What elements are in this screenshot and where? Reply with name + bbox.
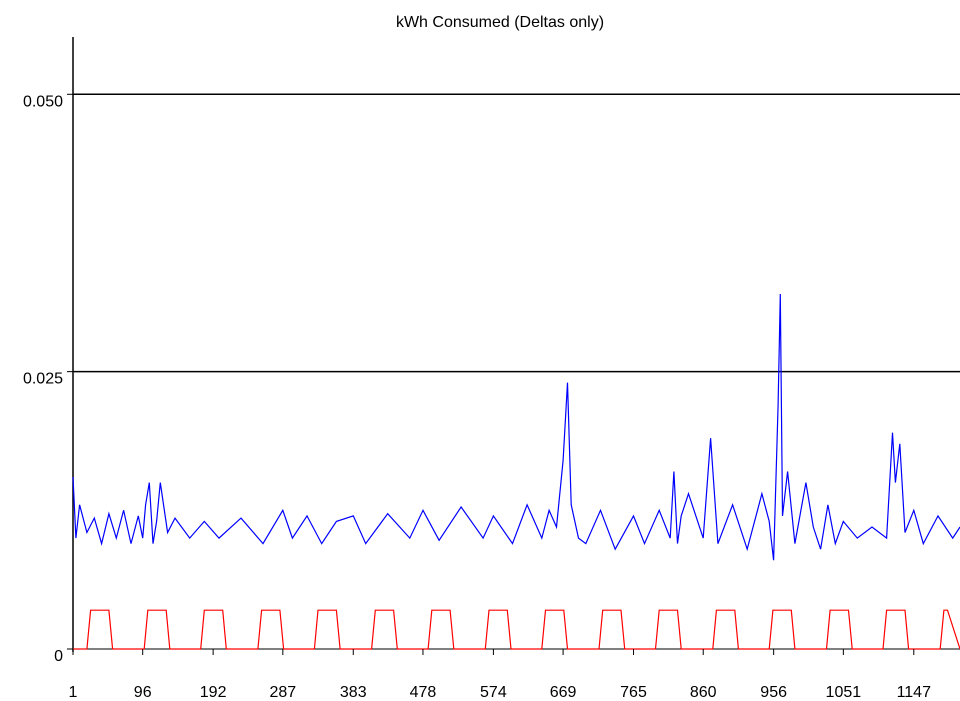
x-tick-label-0: 1 (69, 684, 78, 701)
series-group (72, 293, 960, 650)
x-tick-label-7: 669 (550, 684, 577, 701)
x-tick-label-6: 574 (480, 684, 507, 701)
x-tick-label-9: 860 (690, 684, 717, 701)
x-tick-label-12: 1147 (897, 684, 932, 701)
x-tick-label-1: 96 (134, 684, 152, 701)
y-tick-label-1: 0.025 (23, 371, 63, 388)
x-tick-label-8: 765 (620, 684, 647, 701)
grid-lines (73, 93, 960, 373)
axes (72, 37, 960, 652)
series-line-1 (73, 609, 960, 650)
y-axis-ticks: 0 0.025 0.050 (23, 93, 73, 665)
x-tick-label-2: 192 (200, 684, 227, 701)
x-axis-ticks: 1 96 192 287 383 478 574 669 765 860 956 1051 1147 (69, 649, 932, 701)
x-tick-label-11: 1051 (826, 684, 862, 701)
x-tick-label-10: 956 (760, 684, 787, 701)
x-tick-label-5: 478 (410, 684, 437, 701)
x-tick-label-3: 287 (269, 684, 296, 701)
x-tick-label-4: 383 (340, 684, 367, 701)
y-tick-label-0: 0 (54, 648, 63, 665)
series-line-0 (72, 293, 960, 561)
y-tick-label-2: 0.050 (23, 93, 63, 110)
chart-title: kWh Consumed (Deltas only) (396, 14, 604, 31)
